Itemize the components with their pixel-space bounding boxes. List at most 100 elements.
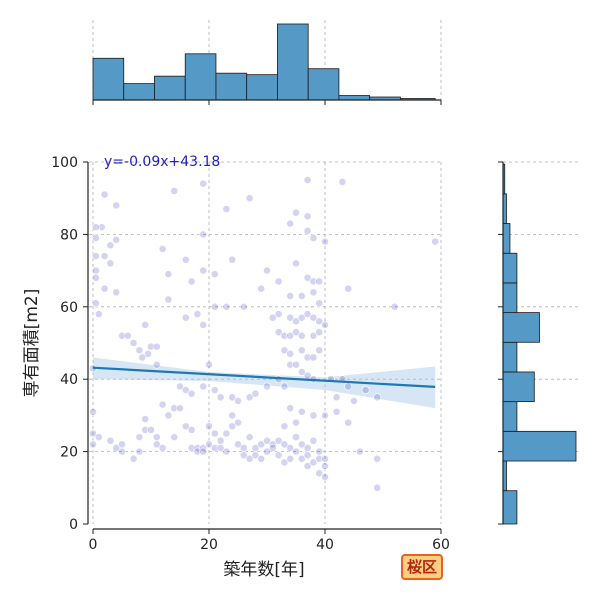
scatter-point bbox=[118, 447, 126, 456]
histogram-bar-y bbox=[502, 490, 518, 525]
scatter-point bbox=[97, 223, 106, 232]
scatter-point bbox=[170, 404, 179, 413]
scatter-point bbox=[92, 299, 100, 308]
y-tick-label: 0 bbox=[69, 517, 78, 533]
scatter-point bbox=[257, 440, 266, 449]
scatter-point bbox=[135, 433, 144, 442]
marginal-histogram-x bbox=[92, 20, 442, 105]
scatter-point bbox=[129, 454, 138, 463]
scatter-point bbox=[100, 190, 109, 199]
scatter-point bbox=[147, 425, 155, 434]
scatter-point bbox=[187, 389, 196, 398]
histogram-bar-y bbox=[502, 252, 518, 284]
scatter-point bbox=[106, 241, 115, 250]
scatter-point bbox=[123, 331, 132, 340]
scatter-point bbox=[286, 292, 295, 300]
scatter-point bbox=[106, 436, 115, 445]
scatter-point bbox=[135, 346, 144, 355]
scatter-point bbox=[210, 270, 219, 279]
scatter-point bbox=[274, 328, 283, 337]
x-tick-label: 60 bbox=[432, 537, 450, 553]
scatter-point bbox=[344, 382, 353, 391]
scatter-point bbox=[199, 179, 208, 188]
scatter-point bbox=[274, 277, 283, 286]
scatter-point bbox=[112, 288, 121, 297]
scatter-point bbox=[239, 302, 248, 311]
histogram-bar-x bbox=[277, 23, 309, 101]
scatter-point bbox=[210, 429, 219, 438]
scatter-point bbox=[158, 400, 167, 409]
scatter-point bbox=[309, 277, 318, 286]
histogram-bar-x bbox=[246, 74, 278, 101]
scatter-point bbox=[100, 252, 109, 261]
scatter-point bbox=[89, 429, 97, 438]
scatter-point bbox=[332, 407, 341, 416]
scatter-point bbox=[292, 208, 300, 217]
scatter-point bbox=[144, 349, 152, 358]
scatter-point bbox=[257, 284, 266, 293]
scatter-point bbox=[321, 320, 329, 329]
histogram-bar-x bbox=[307, 68, 340, 101]
x-tick-label: 20 bbox=[200, 537, 218, 553]
scatter-point bbox=[199, 447, 208, 456]
scatter-point bbox=[234, 397, 242, 405]
scatter-point bbox=[199, 266, 208, 275]
scatter-point bbox=[181, 255, 190, 264]
scatter-point bbox=[141, 415, 150, 423]
scatter-point bbox=[297, 292, 306, 300]
regression-equation: y=-0.09x+43.18 bbox=[104, 154, 220, 170]
scatter-point bbox=[344, 418, 353, 427]
scatter-point bbox=[210, 302, 219, 311]
scatter-point bbox=[187, 444, 196, 452]
histogram-bar-x bbox=[184, 53, 217, 101]
scatter-point bbox=[164, 270, 173, 279]
y-tick-label: 100 bbox=[51, 155, 78, 171]
scatter-point bbox=[89, 407, 97, 416]
histogram-bar-x bbox=[123, 83, 155, 101]
scatter-point bbox=[309, 411, 318, 420]
scatter-point bbox=[315, 317, 324, 326]
scatter-point bbox=[170, 187, 179, 195]
scatter-point bbox=[92, 223, 100, 232]
scatter-point bbox=[350, 397, 358, 405]
scatter-point bbox=[216, 393, 225, 402]
y-tick-label: 60 bbox=[60, 300, 78, 316]
scatter-point bbox=[129, 339, 138, 347]
histogram-bar-y bbox=[502, 371, 535, 403]
histogram-bar-y bbox=[502, 312, 540, 343]
x-tick-label: 0 bbox=[89, 537, 98, 553]
scatter-point bbox=[92, 234, 100, 242]
histogram-bar-y bbox=[502, 341, 518, 373]
y-tick-label: 80 bbox=[60, 227, 78, 243]
scatter-point bbox=[228, 411, 237, 420]
scatter-point bbox=[210, 386, 219, 394]
scatter-point bbox=[297, 346, 306, 355]
scatter-point bbox=[274, 451, 283, 460]
scatter-point bbox=[297, 368, 306, 376]
scatter-point bbox=[112, 444, 121, 452]
scatter-point bbox=[297, 440, 306, 449]
scatter-point bbox=[355, 447, 364, 456]
scatter-point bbox=[118, 331, 126, 340]
scatter-point bbox=[274, 310, 283, 318]
scatter-point bbox=[315, 454, 324, 463]
scatter-point bbox=[321, 454, 329, 463]
scatter-point bbox=[373, 454, 382, 463]
scatter-point bbox=[315, 469, 324, 478]
scatter-point bbox=[222, 447, 231, 456]
scatter-point bbox=[321, 411, 329, 420]
scatter-point bbox=[303, 212, 312, 221]
histogram-bar-y bbox=[502, 282, 518, 313]
histogram-bar-y bbox=[502, 401, 518, 432]
scatter-point bbox=[292, 433, 300, 442]
scatter-point bbox=[181, 313, 190, 322]
scatter-point bbox=[286, 404, 295, 413]
scatter-point bbox=[164, 411, 173, 420]
scatter-point bbox=[309, 234, 318, 242]
histogram-bar-y bbox=[502, 223, 511, 254]
scatter-point bbox=[303, 451, 312, 460]
scatter-point bbox=[268, 313, 277, 322]
scatter-point bbox=[205, 360, 213, 369]
scatter-point bbox=[303, 444, 312, 452]
scatter-point bbox=[309, 436, 318, 445]
